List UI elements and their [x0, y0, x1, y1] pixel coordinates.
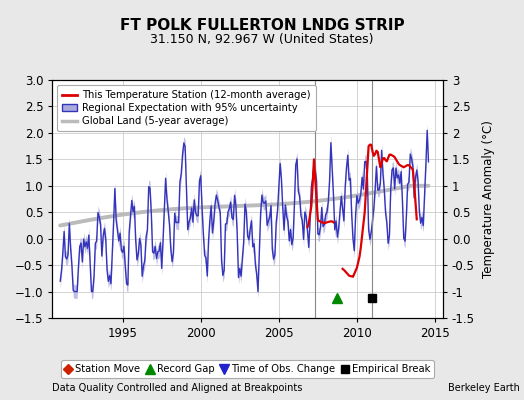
Text: 31.150 N, 92.967 W (United States): 31.150 N, 92.967 W (United States) — [150, 33, 374, 46]
Text: FT POLK FULLERTON LNDG STRIP: FT POLK FULLERTON LNDG STRIP — [119, 18, 405, 33]
Text: Data Quality Controlled and Aligned at Breakpoints: Data Quality Controlled and Aligned at B… — [52, 383, 303, 393]
Text: Berkeley Earth: Berkeley Earth — [448, 383, 520, 393]
Y-axis label: Temperature Anomaly (°C): Temperature Anomaly (°C) — [482, 120, 495, 278]
Legend: Station Move, Record Gap, Time of Obs. Change, Empirical Break: Station Move, Record Gap, Time of Obs. C… — [61, 360, 434, 378]
